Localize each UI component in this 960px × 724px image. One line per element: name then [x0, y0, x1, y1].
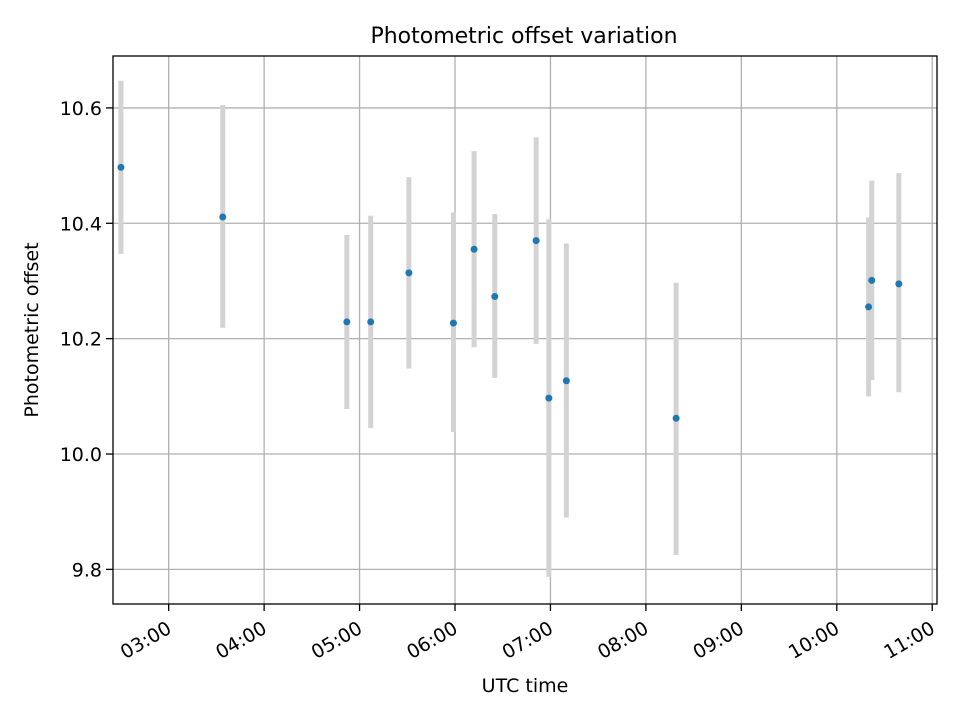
- y-tick-label: 10.2: [60, 329, 102, 351]
- y-tick-label: 10.0: [60, 444, 102, 466]
- data-point: [405, 269, 413, 277]
- plot-frame: [112, 55, 938, 605]
- data-point: [532, 237, 540, 245]
- y-tick-label: 10.4: [60, 213, 102, 235]
- data-point: [470, 245, 478, 253]
- data-point: [343, 318, 351, 326]
- x-tick-label: 04:00: [212, 617, 270, 663]
- grid-layer: [113, 56, 937, 604]
- data-point: [449, 319, 457, 327]
- data-point: [865, 303, 873, 311]
- data-point: [545, 394, 553, 402]
- y-axis-label: Photometric offset: [21, 242, 43, 417]
- y-tick-label: 9.8: [72, 559, 102, 581]
- x-tick-label: 11:00: [880, 617, 938, 663]
- data-point: [895, 280, 903, 288]
- x-tick-label: 05:00: [308, 617, 366, 663]
- x-tick-label: 08:00: [594, 617, 652, 663]
- x-tick-label: 03:00: [117, 617, 175, 663]
- x-axis-label: UTC time: [482, 675, 569, 697]
- chart-title: Photometric offset variation: [370, 24, 677, 49]
- x-tick-label: 06:00: [403, 617, 461, 663]
- tick-layer: 03:00 04:00 05:00 06:00 07:00 08:00 09:00 10:00…: [60, 98, 939, 664]
- point-layer: [117, 163, 903, 422]
- data-point: [117, 163, 125, 171]
- data-point: [672, 414, 680, 422]
- data-point: [868, 276, 876, 284]
- x-tick-label: 07:00: [499, 617, 557, 663]
- data-point: [491, 293, 499, 301]
- data-point: [367, 318, 375, 326]
- x-tick-label: 09:00: [689, 617, 747, 663]
- x-tick-label: 10:00: [785, 617, 843, 663]
- data-point: [562, 377, 570, 385]
- data-point: [219, 213, 227, 221]
- y-tick-label: 10.6: [60, 98, 102, 120]
- errorbar-layer: [118, 80, 902, 577]
